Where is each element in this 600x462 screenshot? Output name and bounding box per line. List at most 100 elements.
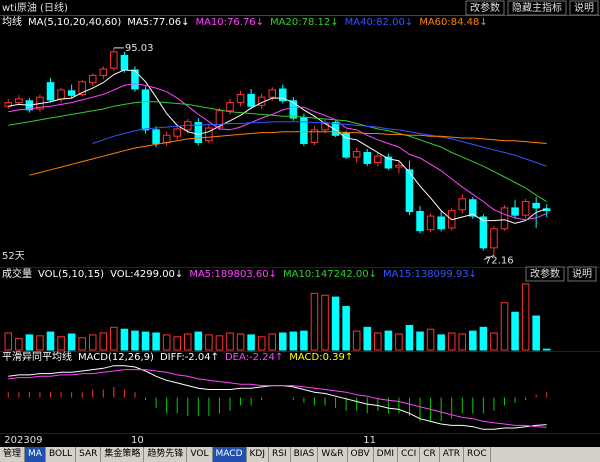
button[interactable]	[567, 266, 597, 282]
volume-bar	[152, 332, 160, 351]
indicator-toolbar: 管理 MA BOLL SAR 集金策略 趋势先锋 VOL MACD KDJ RSI BIAS W&R O…	[0, 447, 600, 462]
indicator-params: MA(5,10,20,40,60)	[28, 17, 121, 28]
volume-bar	[110, 326, 118, 351]
volume-bar	[99, 332, 108, 351]
candle-body	[479, 216, 488, 249]
volume-bar	[437, 334, 445, 351]
candle-body	[490, 228, 498, 249]
toolbar-tab[interactable]: RSI	[269, 447, 291, 462]
volume-bar	[15, 338, 23, 351]
indicator-name: 平滑异同平均线	[2, 350, 72, 363]
button-label[interactable]: 隐藏主指标	[512, 1, 562, 14]
candle-body	[99, 68, 108, 76]
candle-body	[46, 82, 55, 101]
button-label[interactable]: 改参数	[530, 267, 560, 280]
candle-body	[78, 81, 86, 95]
volume-bar	[511, 311, 519, 351]
volume-bar	[384, 330, 393, 351]
volume-bar	[247, 334, 255, 351]
candle-body	[342, 132, 350, 158]
toolbar-tab[interactable]: 趋势先锋	[144, 447, 188, 462]
volume-bar	[331, 296, 340, 351]
toolbar-tab[interactable]: 管理	[0, 447, 26, 462]
toolbar-tab[interactable]: CCI	[398, 447, 421, 462]
toolbar-tab[interactable]: BOLL	[46, 447, 77, 462]
volume-bar	[120, 328, 129, 351]
candle-body	[141, 89, 150, 131]
volume-bar	[321, 294, 329, 351]
candle-body	[437, 216, 445, 230]
volume-bar	[268, 333, 276, 351]
candle-body	[4, 102, 13, 107]
volume-bar	[469, 330, 477, 351]
macd-line	[8, 369, 547, 428]
volume-bar	[36, 335, 44, 351]
candle-body	[152, 129, 160, 144]
button-label[interactable]: 说明	[572, 267, 592, 280]
candle-body	[67, 90, 76, 96]
button[interactable]	[465, 0, 505, 16]
candle-body	[162, 134, 171, 144]
x-tick-label: 10	[131, 435, 144, 446]
candle-body	[363, 152, 372, 164]
toolbar-tab[interactable]: W&R	[318, 447, 348, 462]
volume-bar	[46, 331, 55, 351]
toolbar-tab[interactable]: MA	[25, 447, 46, 462]
candle-body	[469, 199, 477, 217]
toolbar-tab[interactable]: KDJ	[247, 447, 269, 462]
annotation-line	[483, 255, 495, 260]
candle-body	[15, 98, 23, 104]
volume-bar	[4, 332, 13, 351]
candle-body	[120, 54, 129, 71]
toolbar-tab[interactable]: OBV	[348, 447, 374, 462]
candle-body	[215, 110, 224, 128]
candle-body	[300, 117, 308, 144]
legend-entry: DIFF:-2.04↑	[160, 352, 219, 363]
volume-bar	[374, 332, 382, 351]
volume-bar	[25, 334, 34, 351]
ma-line	[8, 101, 547, 203]
candle-body	[289, 100, 298, 119]
period-label: 52天	[2, 251, 25, 262]
volume-bar	[300, 330, 308, 351]
toolbar-tab[interactable]: ROC	[464, 447, 491, 462]
volume-bar	[162, 334, 171, 351]
candle-body	[331, 122, 340, 136]
candle-body	[226, 102, 234, 112]
low-label: 72.16	[485, 255, 514, 266]
candle-body	[110, 51, 118, 69]
volume-bar	[342, 306, 350, 351]
toolbar-tab[interactable]: CR	[420, 447, 440, 462]
candle-body	[521, 201, 530, 216]
x-tick-label: 202309	[4, 435, 42, 446]
candle-body	[279, 88, 287, 102]
button[interactable]	[507, 0, 567, 16]
ma-line	[8, 83, 547, 221]
legend-entry: MA15:138099.93↓	[383, 269, 477, 280]
toolbar-tab[interactable]: ATR	[440, 447, 464, 462]
legend-entry: MA60:84.48↓	[419, 17, 488, 28]
toolbar-tab[interactable]: 集金策略	[101, 447, 145, 462]
volume-bar	[257, 336, 266, 351]
volume-bar	[310, 292, 319, 351]
toolbar-tab[interactable]: SAR	[76, 447, 102, 462]
volume-bar	[88, 334, 97, 351]
volume-bar	[542, 348, 551, 351]
volume-bar	[426, 328, 435, 351]
toolbar-tab[interactable]: MACD	[212, 447, 247, 462]
candle-body	[205, 127, 213, 142]
candle-body	[395, 164, 403, 168]
toolbar-tab[interactable]: DMI	[374, 447, 398, 462]
toolbar-tab[interactable]: BIAS	[291, 447, 319, 462]
button[interactable]	[525, 266, 565, 282]
button-label[interactable]: 改参数	[470, 1, 500, 14]
volume-bar	[395, 333, 403, 351]
volume-bar	[173, 336, 181, 351]
legend-entry: MA10:76.76↓	[195, 17, 264, 28]
button[interactable]	[569, 0, 599, 16]
button-label[interactable]: 说明	[574, 1, 594, 14]
legend-entry: MA5:189803.60↓	[189, 269, 277, 280]
candle-body	[500, 207, 509, 230]
toolbar-tab[interactable]: VOL	[187, 447, 213, 462]
